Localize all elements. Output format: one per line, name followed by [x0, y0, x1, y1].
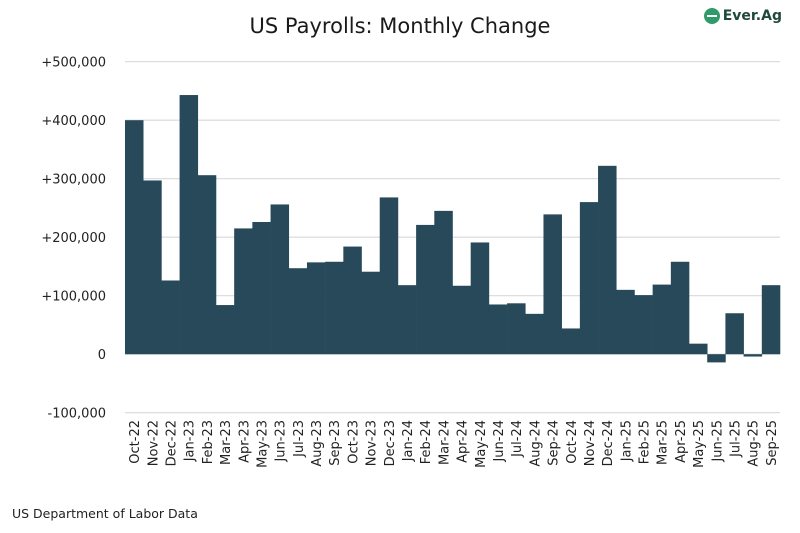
y-tick-label: +300,000 — [41, 173, 106, 188]
x-tick-label: Dec-22 — [164, 420, 179, 466]
x-tick-label: Oct-22 — [128, 420, 143, 464]
x-tick-label: Mar-23 — [219, 420, 234, 465]
bar — [507, 303, 526, 355]
bar — [743, 354, 763, 357]
x-tick-label: Oct-24 — [565, 420, 580, 464]
source-note: US Department of Labor Data — [12, 506, 198, 521]
x-tick-label: Oct-23 — [346, 420, 361, 464]
x-tick-label: Dec-23 — [383, 420, 398, 466]
x-tick-label: Apr-23 — [237, 420, 252, 463]
x-tick-label: May-24 — [474, 420, 489, 468]
bar — [598, 165, 617, 355]
x-tick-label: Feb-23 — [201, 420, 216, 464]
x-tick-label: May-25 — [692, 420, 707, 468]
bar — [707, 354, 726, 363]
bar — [616, 289, 635, 355]
bar — [543, 214, 562, 355]
x-tick-label: Jul-23 — [292, 420, 307, 458]
x-tick-label: Sep-24 — [547, 420, 562, 466]
x-tick-label: Feb-25 — [638, 420, 653, 464]
bar — [634, 295, 653, 355]
bar — [725, 313, 744, 355]
bar — [361, 271, 381, 355]
x-tick-label: Aug-25 — [747, 420, 762, 467]
bar — [288, 268, 308, 355]
x-tick-label: Feb-24 — [419, 420, 434, 464]
x-tick-label: Jun-24 — [492, 420, 507, 463]
bar — [689, 343, 708, 355]
x-tick-label: Jul-25 — [729, 420, 744, 458]
bar — [252, 221, 271, 355]
bar — [234, 228, 253, 355]
x-tick-label: Jun-25 — [710, 420, 725, 463]
bar — [579, 202, 599, 355]
bar — [161, 280, 180, 355]
logo-text: Ever.Ag — [722, 8, 782, 24]
x-tick-label: Jun-23 — [274, 420, 289, 463]
y-tick-label: -100,000 — [48, 407, 106, 422]
x-tick-label: Nov-24 — [583, 420, 598, 466]
x-tick-label: Aug-24 — [528, 420, 543, 467]
bar — [452, 285, 471, 355]
bar — [325, 261, 344, 355]
bar — [379, 197, 399, 355]
bar — [525, 313, 544, 355]
bar — [306, 262, 326, 355]
bar — [561, 328, 581, 355]
x-tick-label: Sep-23 — [328, 420, 343, 466]
x-tick-label: Apr-24 — [456, 420, 471, 463]
x-tick-label: Sep-25 — [765, 420, 780, 466]
y-tick-label: 0 — [98, 348, 106, 363]
y-tick-label: +400,000 — [41, 114, 106, 129]
bar — [670, 261, 690, 355]
bar — [270, 204, 290, 355]
x-tick-label: Jan-25 — [619, 420, 634, 462]
y-tick-label: +200,000 — [41, 231, 106, 246]
bar — [215, 305, 235, 355]
x-tick-label: Mar-24 — [437, 420, 452, 465]
x-tick-label: Jan-23 — [183, 420, 198, 462]
bar — [397, 285, 417, 355]
x-tick-label: Aug-23 — [310, 420, 325, 467]
bar — [761, 285, 781, 355]
bar — [125, 120, 144, 355]
y-tick-label: +100,000 — [41, 290, 106, 305]
x-tick-label: Mar-25 — [656, 420, 671, 465]
x-tick-label: May-23 — [255, 420, 270, 468]
bar — [488, 304, 508, 355]
x-tick-label: Jan-24 — [401, 420, 416, 462]
x-tick-label: Nov-22 — [146, 420, 161, 466]
bar — [197, 175, 217, 355]
bar — [179, 95, 199, 355]
bar — [416, 224, 435, 355]
ever-ag-logo: Ever.Ag — [703, 8, 782, 24]
x-tick-label: Nov-23 — [365, 420, 380, 466]
x-tick-label: Dec-24 — [601, 420, 616, 466]
x-tick-label: Apr-25 — [674, 420, 689, 463]
chart-title: US Payrolls: Monthly Change — [249, 14, 551, 38]
y-tick-label: +500,000 — [41, 56, 106, 71]
bar — [434, 210, 453, 355]
x-tick-label: Jul-24 — [510, 420, 525, 458]
bar — [143, 180, 162, 355]
bar — [470, 242, 490, 355]
bar — [652, 284, 672, 355]
logo-icon — [703, 8, 720, 24]
bar — [343, 246, 362, 355]
